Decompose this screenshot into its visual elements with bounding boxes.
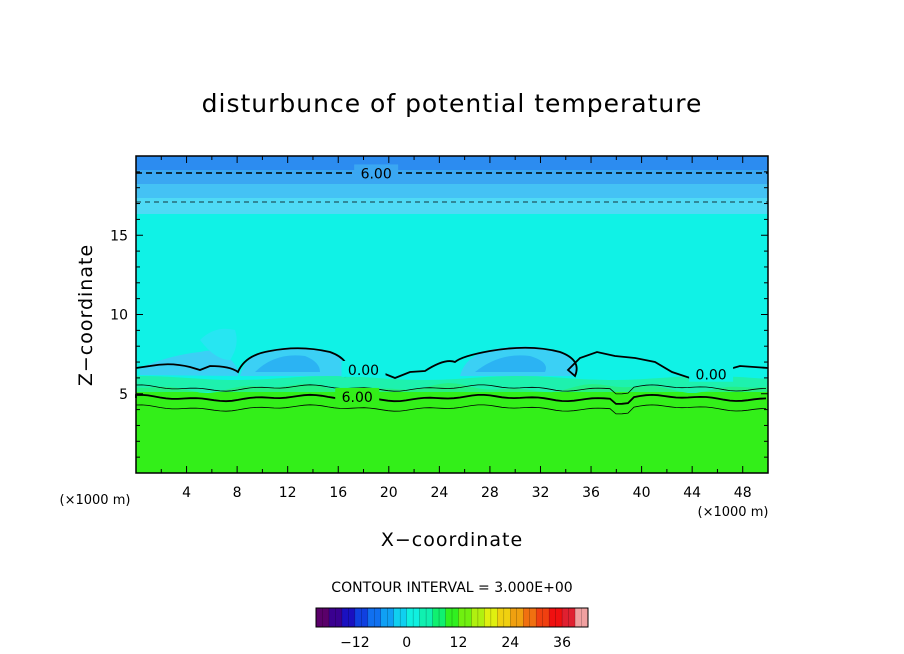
x-tick-label: 20	[380, 485, 398, 501]
colorbar-cell	[406, 608, 414, 627]
x-tick-label: 12	[279, 485, 297, 501]
contour-label: 6.00	[361, 166, 392, 182]
colorbar-cell	[458, 608, 466, 627]
colorbar-cell	[400, 608, 408, 627]
colorbar-cell	[523, 608, 531, 627]
x-tick-label: 16	[329, 485, 347, 501]
colorbar-tick-label: −12	[340, 635, 370, 651]
colorbar-cell	[413, 608, 421, 627]
contour-label: 0.00	[696, 368, 727, 384]
contour-interval-label: CONTOUR INTERVAL = 3.000E+00	[331, 580, 572, 596]
x-axis-label: X−coordinate	[381, 529, 523, 551]
colorbar-cell	[484, 608, 492, 627]
cold-anomaly-4	[200, 328, 237, 360]
colorbar-tick-label: 36	[553, 635, 571, 651]
colorbar-cell	[445, 608, 453, 627]
x-tick-label: 28	[481, 485, 499, 501]
colorbar-frame	[315, 607, 589, 628]
colorbar-cell	[536, 608, 544, 627]
colorbar-cell	[380, 608, 388, 627]
x-tick-label: 40	[633, 485, 651, 501]
transition-band	[136, 376, 768, 392]
upper-band-2	[136, 170, 768, 184]
contour-line-6	[135, 393, 767, 405]
colorbar-cell	[555, 608, 563, 627]
colorbar-cell	[361, 608, 369, 627]
colorbar-cell	[490, 608, 498, 627]
x-tick-label: 44	[683, 485, 701, 501]
colorbar: −12 0 12 24 36	[315, 607, 589, 651]
cold-core-1	[255, 355, 320, 372]
colorbar-cell	[452, 608, 459, 627]
colorbar-cell	[341, 608, 349, 627]
colorbar-cell	[432, 608, 440, 627]
colorbar-cell	[542, 608, 550, 627]
chart-title: disturbunce of potential temperature	[202, 89, 703, 118]
colorbar-tick-label: 0	[402, 635, 411, 651]
colorbar-tick-label: 12	[450, 635, 468, 651]
colorbar-tick-label: 24	[501, 635, 519, 651]
colorbar-cell	[503, 608, 511, 627]
contour-line-9	[135, 404, 767, 415]
colorbar-cell	[367, 608, 375, 627]
y-axis-label: Z−coordinate	[75, 244, 97, 386]
upper-band-4	[136, 198, 768, 214]
cold-anomaly-1	[140, 350, 238, 376]
colorbar-cell	[477, 608, 485, 627]
colorbar-cell	[510, 608, 518, 627]
colorbar-cell	[328, 608, 336, 627]
colorbar-cell	[348, 608, 356, 627]
contour-label-bg	[354, 164, 399, 181]
contour-line-3	[135, 384, 767, 395]
contour-label: 0.00	[348, 363, 379, 379]
upper-band-1	[136, 156, 768, 170]
colorbar-cell	[568, 608, 576, 627]
colorbar-cell	[581, 608, 589, 627]
x-unit-label: (×1000 m)	[698, 505, 769, 520]
heatmap-field	[136, 156, 768, 473]
x-tick-label: 32	[532, 485, 550, 501]
contour-label: 6.00	[342, 390, 373, 406]
colorbar-cell	[471, 608, 479, 627]
colorbar-cell	[419, 608, 427, 627]
colorbar-cell	[387, 608, 395, 627]
colorbar-cell	[497, 608, 505, 627]
colorbar-cell	[335, 608, 343, 627]
upper-band-3	[136, 184, 768, 198]
contour-label-bg	[689, 365, 734, 382]
z-unit-label: (×1000 m)	[60, 493, 131, 508]
y-tick-label: 15	[110, 228, 128, 244]
x-tick-label: 24	[430, 485, 448, 501]
contour-line-zero	[135, 346, 769, 379]
green-region	[136, 383, 768, 473]
cold-core-2	[475, 355, 546, 372]
colorbar-cell	[529, 608, 537, 627]
x-tick-label: 4	[182, 485, 191, 501]
colorbar-cell	[426, 608, 434, 627]
colorbar-cell	[575, 608, 583, 627]
colorbar-cell	[354, 608, 362, 627]
colorbar-cell	[439, 608, 447, 627]
x-tick-label: 48	[734, 485, 752, 501]
contour-label-bg	[341, 360, 386, 377]
contour-label-bg	[335, 387, 380, 404]
y-tick-label: 5	[119, 387, 128, 403]
colorbar-cell	[322, 608, 330, 627]
contour-lines: 6.00 0.00 0.00 6.00	[135, 164, 769, 415]
x-tick-label: 8	[233, 485, 242, 501]
colorbar-cell	[562, 608, 570, 627]
y-tick-label: 10	[110, 308, 128, 324]
colorbar-cell	[316, 608, 323, 627]
colorbar-cell	[516, 608, 524, 627]
colorbar-cell	[549, 608, 557, 627]
colorbar-cell	[464, 608, 472, 627]
x-tick-label: 36	[582, 485, 600, 501]
colorbar-cell	[393, 608, 401, 627]
colorbar-cell	[374, 608, 382, 627]
